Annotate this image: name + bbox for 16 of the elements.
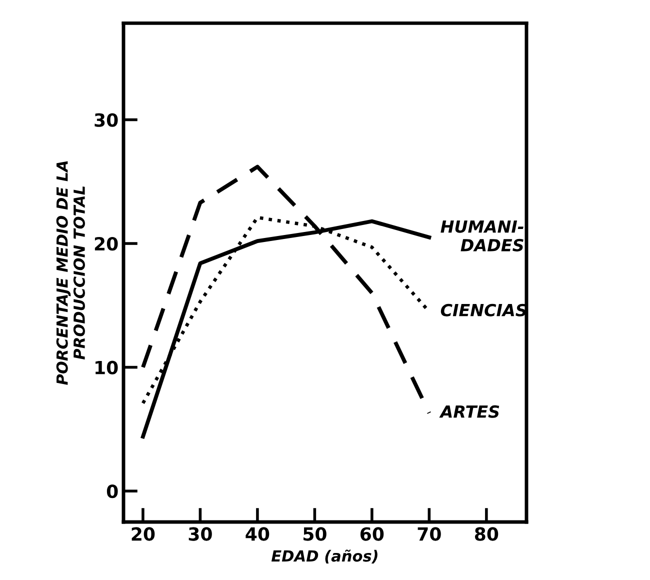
x-tick-label: 50	[304, 527, 326, 541]
x-tick-label: 30	[188, 527, 212, 541]
series-label: HUMANI- DADES	[440, 220, 524, 252]
series-label: ARTES	[439, 405, 500, 418]
x-tick-label: 40	[246, 527, 270, 541]
y-axis-title: PORCENTAJE MEDIO DE LA PRODUCCION TOTAL	[56, 161, 85, 385]
x-tick-label: 20	[132, 527, 155, 541]
y-tick-label: 30	[94, 113, 118, 127]
x-tick-label: 70	[418, 527, 441, 541]
y-tick-label: 20	[94, 236, 118, 251]
y-tick-label: 0	[106, 484, 118, 498]
y-tick-label: 10	[96, 360, 118, 374]
x-tick-label: 80	[474, 527, 498, 541]
x-tick-label: 60	[360, 527, 384, 541]
series-label: CIENCIAS	[440, 304, 526, 316]
x-axis-title: EDAD (años)	[271, 550, 378, 564]
